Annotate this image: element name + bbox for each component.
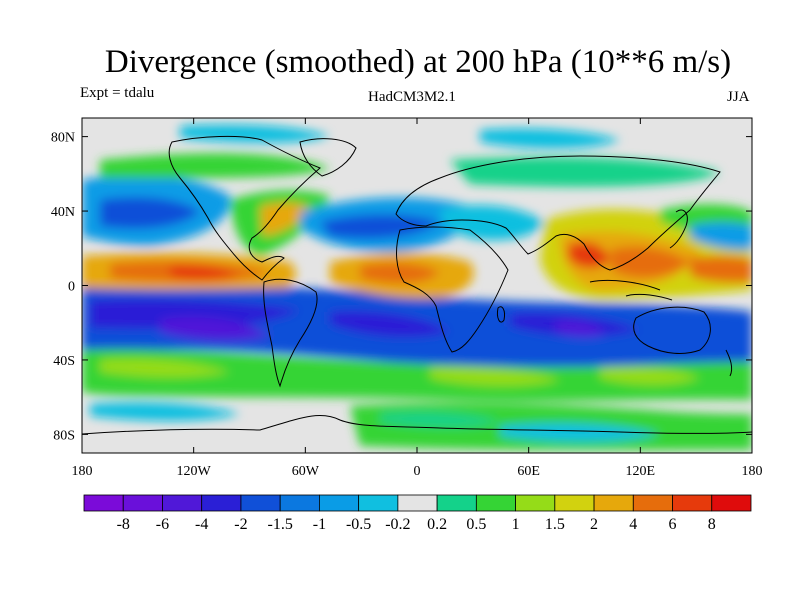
x-tick-label: 180: [742, 464, 763, 479]
s-midlat-positive: [82, 349, 752, 402]
south-deep-negative: [90, 298, 300, 329]
coast-japan: [669, 209, 688, 249]
coast-south-america: [263, 278, 318, 388]
x-tick-label: 60E: [517, 464, 540, 479]
season-label: JJA: [727, 89, 750, 105]
colorbar-label: 1: [512, 516, 520, 533]
colorbar-swatch: [554, 494, 595, 512]
coast-eurasia: [395, 155, 721, 271]
x-tick-label: 180: [72, 464, 93, 479]
y-tick-label: 80N: [51, 131, 75, 146]
coastlines: [82, 135, 752, 435]
colorbar-label: -6: [156, 516, 169, 533]
pacific-east-positive: [690, 255, 752, 283]
antarctic-negative: [500, 423, 660, 442]
colorbar-swatch: [279, 494, 320, 512]
colorbar-label: 2: [590, 516, 598, 533]
arctic-positive: [100, 153, 330, 179]
colorbar-label: 0.2: [427, 516, 447, 533]
coast-new-zealand: [725, 349, 733, 377]
colorbar-swatch: [83, 494, 124, 512]
colorbar-swatch: [711, 494, 752, 512]
colorbar-swatch: [162, 494, 203, 512]
y-tick-label: 0: [68, 280, 75, 295]
polar-negative: [480, 128, 620, 149]
colorbar-label: 6: [669, 516, 677, 533]
colorbar-label: -4: [195, 516, 208, 533]
colorbar-swatch: [436, 494, 477, 512]
colorbar-swatch: [593, 494, 634, 512]
arctic-eurasia-positive: [450, 156, 720, 187]
colorbar-swatch: [632, 494, 673, 512]
colorbar-label: -2: [234, 516, 247, 533]
colorbar-label: 4: [629, 516, 637, 533]
coast-africa: [396, 226, 509, 353]
colorbar-label: -0.2: [385, 516, 410, 533]
equator-positive-core: [170, 265, 238, 281]
x-tick-label: 0: [414, 464, 421, 479]
colorbar-label: -8: [117, 516, 130, 533]
coast-indonesia: [589, 279, 673, 301]
coast-madagascar: [497, 306, 505, 323]
experiment-label: Expt = tdalu: [80, 85, 155, 101]
x-axis: 180 120W 60W 0 60E 120E 180: [72, 118, 763, 479]
colorbar-label: 8: [708, 516, 716, 533]
antarctic-negative: [90, 402, 240, 421]
colorbar-label: 1.5: [545, 516, 565, 533]
x-tick-label: 120W: [177, 464, 212, 479]
coast-australia: [633, 306, 711, 354]
n-pacific-negative-core: [100, 197, 200, 229]
colorbar-swatch: [201, 494, 242, 512]
colorbar-label: 0.5: [466, 516, 486, 533]
colorbar: -8 -6 -4 -2 -1.5 -1 -0.5 -0.2 0.2 0.5 1 1.5 2 4 6 8: [83, 494, 752, 533]
pacific-nw-negative: [690, 222, 752, 251]
n-america-positive-core: [260, 202, 312, 236]
coast-north-america: [168, 135, 321, 281]
colorbar-swatch: [475, 494, 516, 512]
coast-antarctica: [82, 414, 752, 435]
colorbar-swatch: [319, 494, 360, 512]
x-tick-label: 60W: [292, 464, 320, 479]
colorbar-swatch: [122, 494, 163, 512]
antarctic-positive-core: [380, 412, 500, 428]
model-label: HadCM3M2.1: [368, 89, 456, 105]
south-deep-negative: [330, 311, 450, 338]
y-tick-label: 80S: [53, 428, 75, 443]
colorbar-swatch: [515, 494, 556, 512]
y-axis: 80N 40N 0 40S 80S: [51, 131, 752, 443]
colorbar-label: -1.5: [268, 516, 293, 533]
y-tick-label: 40S: [53, 354, 75, 369]
south-deep-negative: [160, 317, 270, 341]
s-midlat-positive-core: [430, 366, 560, 386]
x-tick-label: 120E: [626, 464, 656, 479]
n-atlantic-negative-core: [320, 214, 440, 239]
colorbar-swatch: [358, 494, 399, 512]
s-midlat-positive-core: [100, 358, 230, 378]
colorbar-swatch: [397, 494, 438, 512]
colorbar-label: -1: [313, 516, 326, 533]
colorbar-label: -0.5: [346, 516, 371, 533]
s-midlat-positive-core: [600, 366, 700, 385]
map-title: Divergence (smoothed) at 200 hPa (10**6 …: [104, 44, 732, 80]
colorbar-swatch: [672, 494, 713, 512]
monsoon-core: [568, 242, 610, 269]
wpac-core: [610, 246, 690, 278]
south-deep-negative: [555, 320, 605, 337]
coast-greenland: [299, 138, 357, 177]
colorbar-swatch: [240, 494, 281, 512]
polar-negative: [180, 124, 330, 143]
y-tick-label: 40N: [51, 205, 75, 220]
